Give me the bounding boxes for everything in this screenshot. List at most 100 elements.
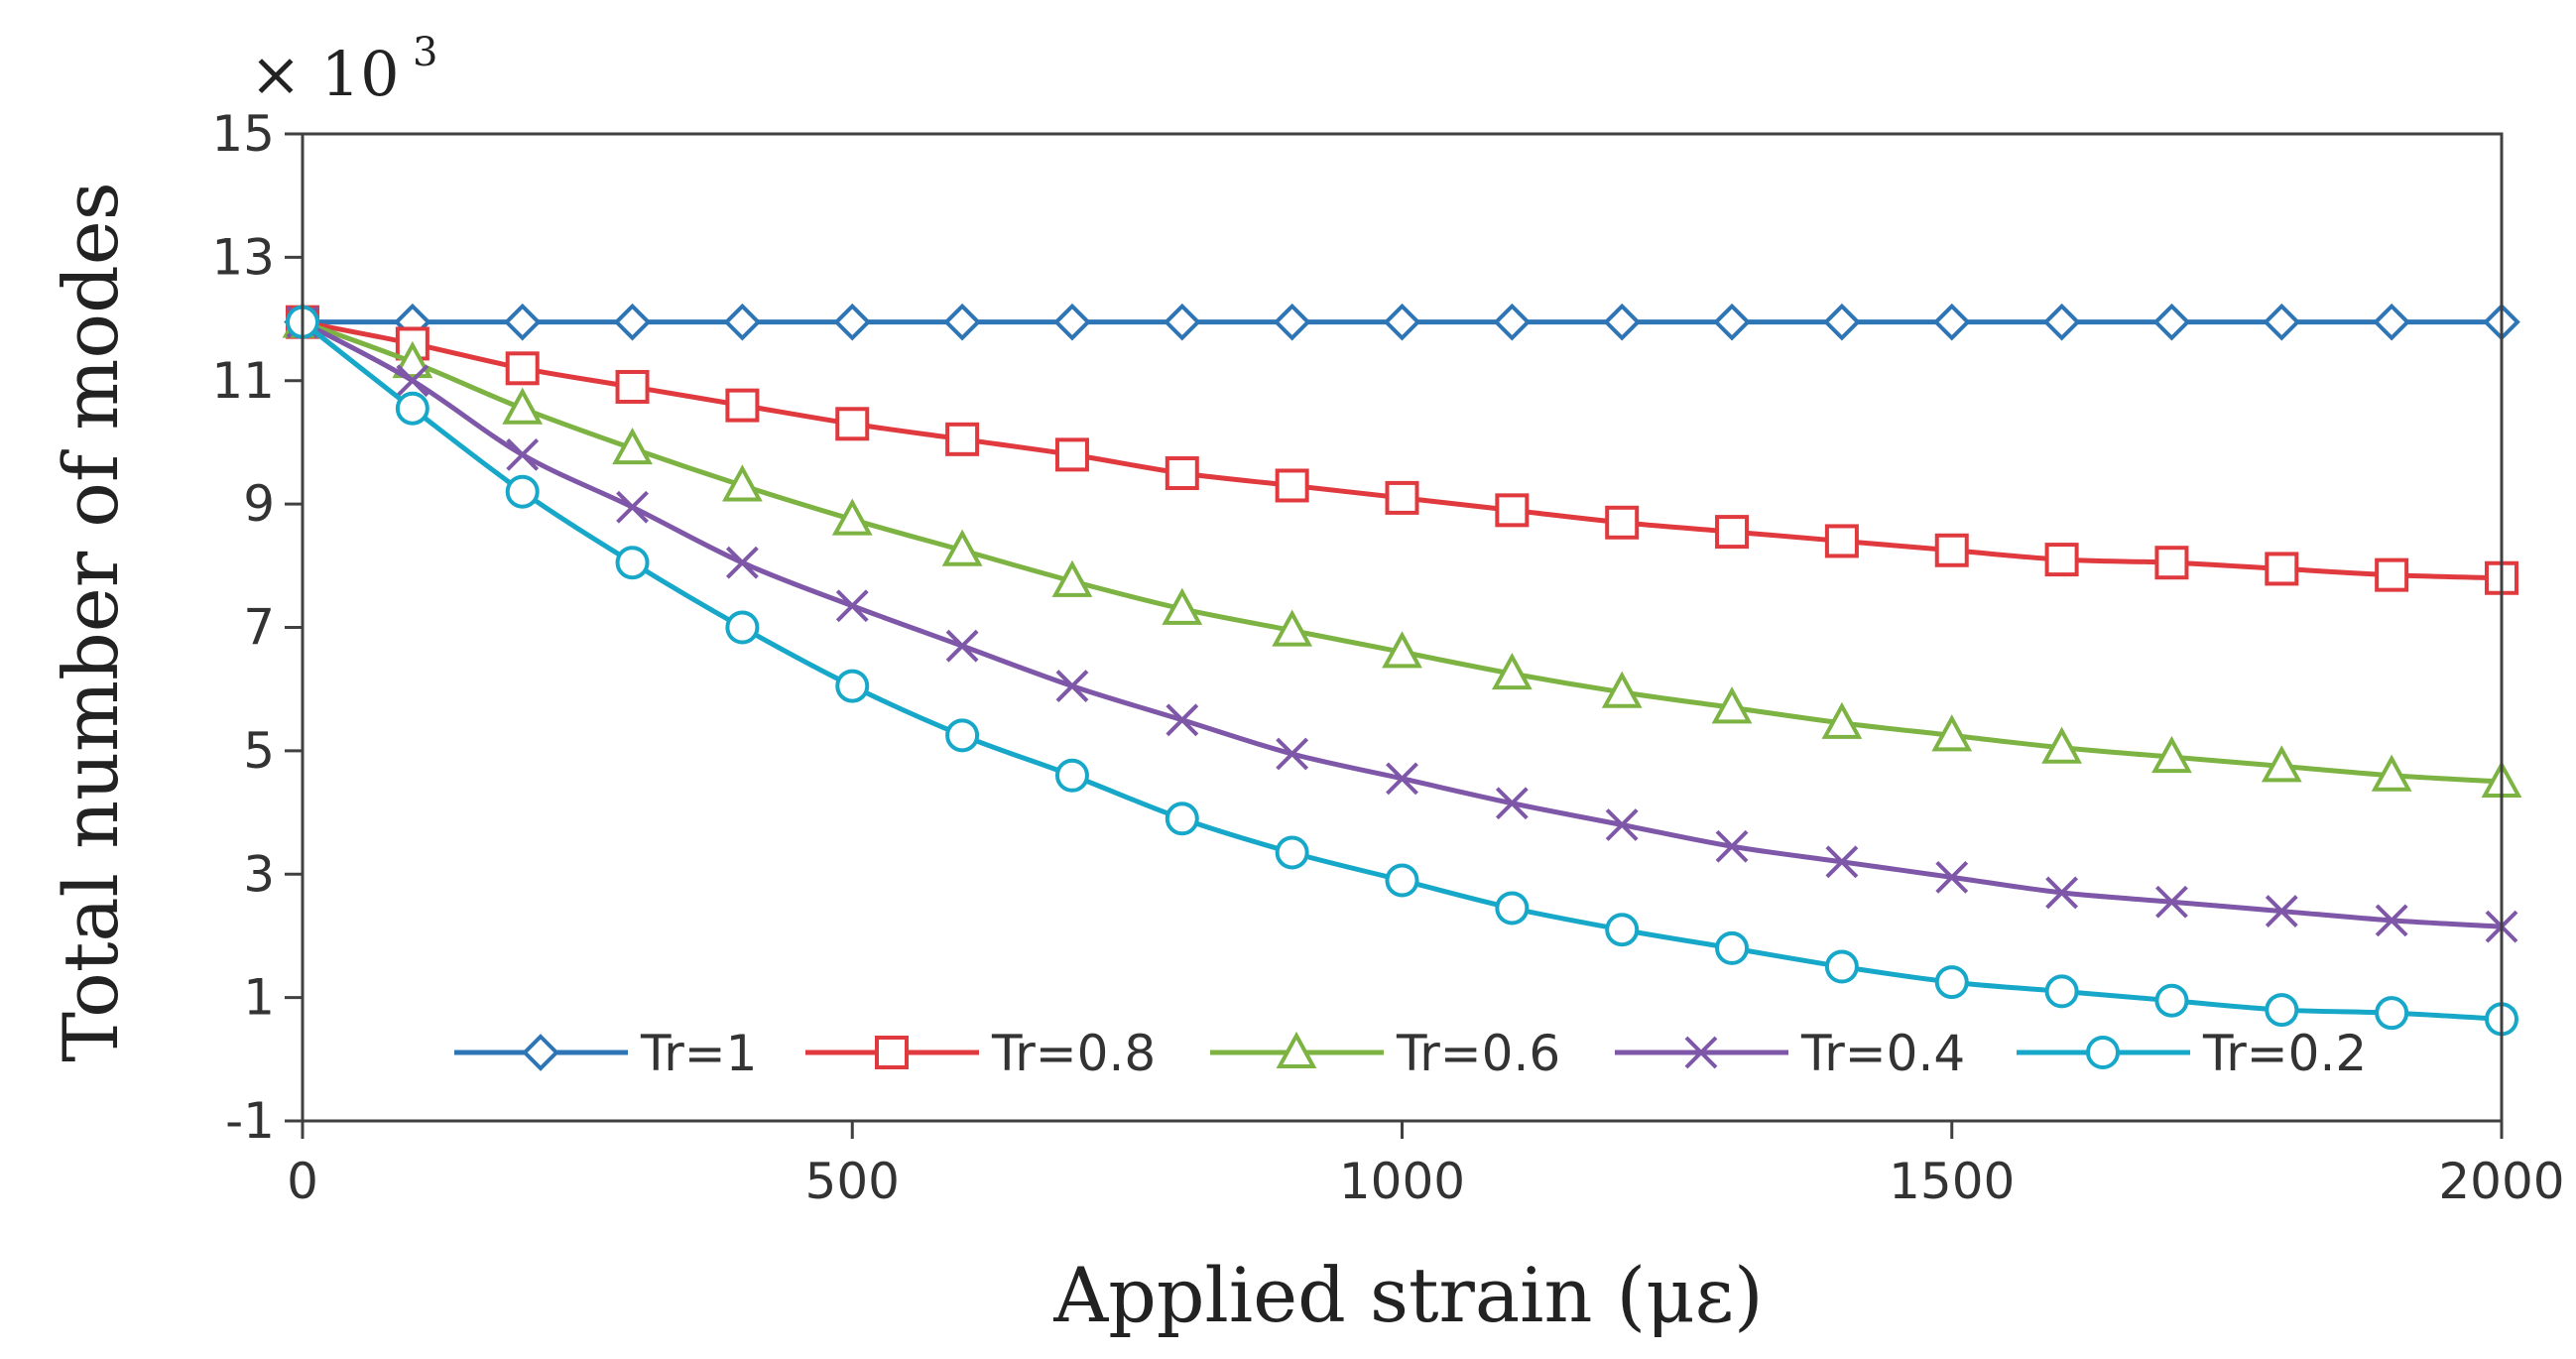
data-point bbox=[2042, 303, 2081, 341]
data-point bbox=[1931, 714, 1973, 752]
legend-marker bbox=[1684, 1036, 1718, 1069]
data-point bbox=[2261, 745, 2302, 783]
x-tick-label: 1500 bbox=[1889, 1153, 2015, 1210]
plot-frame bbox=[301, 132, 2504, 1123]
data-point bbox=[1713, 303, 1751, 341]
data-point bbox=[1715, 930, 1750, 965]
data-point bbox=[725, 546, 759, 579]
data-point bbox=[1825, 845, 1859, 879]
x-axis-title: Applied strain (με) bbox=[1052, 1251, 1763, 1339]
data-point bbox=[1385, 863, 1419, 898]
data-point bbox=[1276, 737, 1309, 771]
data-point bbox=[1273, 303, 1311, 341]
y-tick-label: 3 bbox=[243, 845, 275, 903]
data-point bbox=[835, 589, 869, 623]
data-point bbox=[1165, 456, 1199, 491]
data-point bbox=[722, 464, 763, 502]
data-point bbox=[1385, 480, 1419, 515]
legend-item: Tr=1 bbox=[454, 1025, 757, 1082]
y-tick-label: 1 bbox=[243, 969, 275, 1027]
data-point bbox=[1605, 808, 1639, 841]
series-Tr=0.4 bbox=[286, 306, 2518, 943]
data-point bbox=[1162, 587, 1203, 625]
series-Tr=0.2 bbox=[286, 305, 2518, 1037]
data-point bbox=[835, 407, 870, 441]
data-point bbox=[2154, 546, 2189, 580]
data-point bbox=[1272, 609, 1313, 647]
data-point bbox=[1493, 303, 1532, 341]
data-point bbox=[833, 303, 872, 341]
data-point bbox=[1934, 533, 1969, 567]
data-point bbox=[1932, 303, 1971, 341]
y-multiplier: × 10 bbox=[250, 38, 400, 110]
y-multiplier-exponent: 3 bbox=[413, 30, 437, 75]
legend-item: Tr=0.4 bbox=[1615, 1025, 1965, 1082]
data-point bbox=[831, 498, 873, 536]
data-point bbox=[1711, 686, 1753, 724]
legend-marker bbox=[875, 1036, 909, 1069]
data-point bbox=[1934, 965, 1969, 1000]
y-axis-title: Total number of modes bbox=[47, 182, 135, 1061]
y-tick-label: 11 bbox=[211, 352, 275, 410]
data-point bbox=[1495, 891, 1530, 926]
legend-marker bbox=[522, 1034, 559, 1071]
data-point bbox=[1383, 303, 1421, 341]
data-point bbox=[2373, 303, 2410, 341]
data-point bbox=[1165, 802, 1199, 836]
data-point bbox=[723, 303, 762, 341]
data-point bbox=[396, 364, 429, 398]
data-point bbox=[2151, 735, 2192, 774]
series-line bbox=[301, 319, 2503, 1022]
data-point bbox=[612, 427, 653, 465]
data-point bbox=[835, 669, 870, 703]
data-point bbox=[395, 391, 429, 426]
data-point bbox=[1715, 829, 1749, 863]
series-layer bbox=[282, 301, 2522, 1037]
data-point bbox=[2045, 876, 2079, 910]
data-point bbox=[1054, 758, 1089, 793]
data-point bbox=[2375, 557, 2409, 592]
x-tick-label: 2000 bbox=[2438, 1153, 2564, 1210]
data-point bbox=[1715, 515, 1750, 550]
data-point bbox=[1495, 493, 1530, 528]
data-point bbox=[1824, 524, 1859, 558]
legend-marker bbox=[1276, 1031, 1317, 1068]
y-tick-label: 15 bbox=[211, 105, 275, 163]
data-point bbox=[1386, 762, 1418, 796]
legend-label: Tr=0.8 bbox=[991, 1025, 1156, 1082]
data-point bbox=[503, 303, 542, 341]
x-tick-label: 1000 bbox=[1339, 1153, 1465, 1210]
data-point bbox=[945, 629, 979, 663]
series-Tr=1 bbox=[284, 303, 2520, 341]
data-point bbox=[1824, 949, 1859, 984]
data-point bbox=[2265, 993, 2299, 1028]
data-point bbox=[1605, 505, 1640, 540]
data-point bbox=[1165, 703, 1199, 737]
data-point bbox=[1382, 631, 1422, 669]
data-point bbox=[1051, 559, 1093, 597]
data-point bbox=[506, 437, 540, 471]
data-point bbox=[1275, 468, 1309, 503]
data-point bbox=[615, 546, 650, 580]
data-point bbox=[943, 303, 981, 341]
legend-marker bbox=[2086, 1036, 2120, 1069]
series-line bbox=[301, 319, 2503, 929]
data-point bbox=[2263, 303, 2301, 341]
legend: Tr=1 Tr=0.8 Tr=0.6 Tr=0.4 Tr=0.2 bbox=[454, 1025, 2367, 1082]
legend-item: Tr=0.2 bbox=[2017, 1025, 2367, 1082]
data-point bbox=[1275, 835, 1309, 870]
data-point bbox=[725, 388, 760, 423]
data-point bbox=[2265, 552, 2299, 586]
data-point bbox=[725, 610, 760, 645]
data-point bbox=[1491, 652, 1533, 690]
data-point bbox=[1053, 303, 1091, 341]
data-point bbox=[2375, 904, 2408, 937]
y-tick-label: 13 bbox=[211, 228, 275, 286]
data-point bbox=[502, 387, 544, 425]
data-point bbox=[615, 369, 650, 404]
data-point bbox=[2044, 974, 2079, 1009]
legend-item: Tr=0.8 bbox=[805, 1025, 1156, 1082]
data-point bbox=[1603, 303, 1642, 341]
data-point bbox=[1823, 303, 1861, 341]
